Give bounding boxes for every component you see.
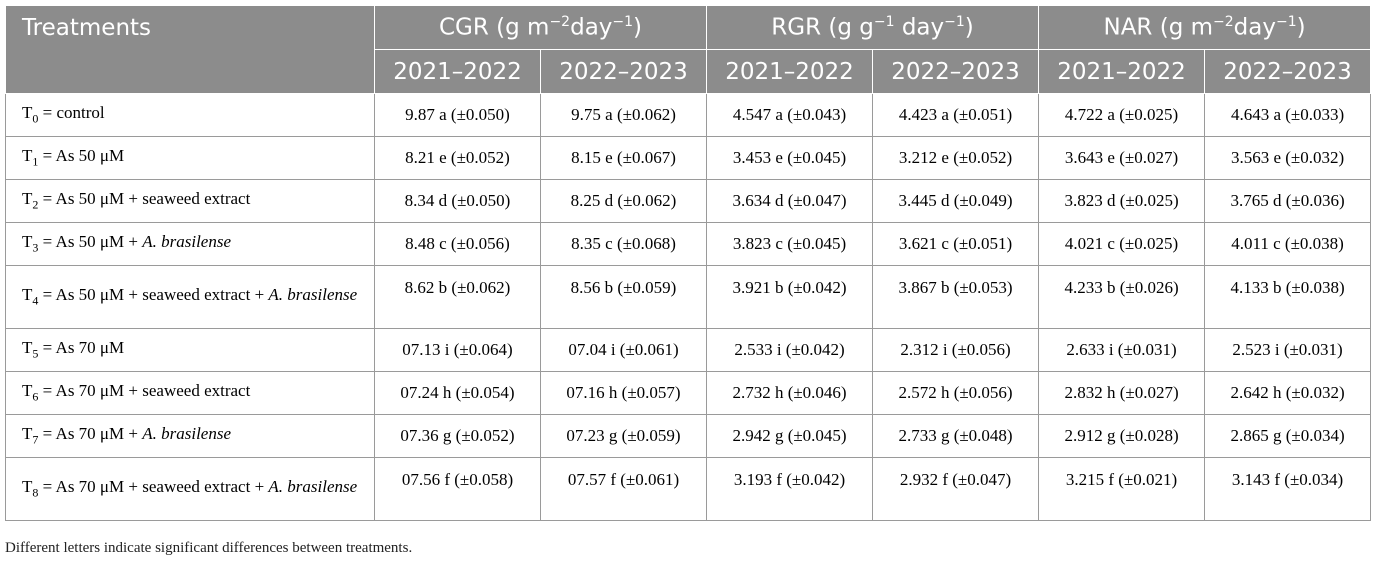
value-cell: 07.56 f (±0.058) — [374, 457, 541, 521]
value-cell: 2.533 i (±0.042) — [706, 328, 874, 372]
value-cell: 9.87 a (±0.050) — [374, 93, 541, 137]
value-cell: 07.24 h (±0.054) — [374, 371, 541, 415]
header-year: 2022–2023 — [1204, 49, 1372, 94]
value-cell: 2.832 h (±0.027) — [1038, 371, 1206, 415]
value-cell: 2.942 g (±0.045) — [706, 414, 874, 458]
value-cell: 4.547 a (±0.043) — [706, 93, 874, 137]
value-cell: 2.932 f (±0.047) — [872, 457, 1040, 521]
value-cell: 8.48 c (±0.056) — [374, 222, 541, 266]
value-cell: 07.57 f (±0.061) — [539, 457, 708, 521]
table-row: T8 = As 70 μM + seaweed extract + A. bra… — [5, 457, 1372, 521]
value-cell: 4.722 a (±0.025) — [1038, 93, 1206, 137]
value-cell: 3.634 d (±0.047) — [706, 179, 874, 223]
value-cell: 3.193 f (±0.042) — [706, 457, 874, 521]
value-cell: 8.34 d (±0.050) — [374, 179, 541, 223]
header-nar: NAR (g m−2day−1) — [1038, 5, 1372, 50]
header-cgr: CGR (g m−2day−1) — [373, 5, 708, 50]
value-cell: 07.13 i (±0.064) — [374, 328, 541, 372]
value-cell: 4.133 b (±0.038) — [1204, 265, 1372, 329]
table-header: Treatments CGR (g m−2day−1) RGR (g g−1 d… — [5, 5, 1372, 94]
value-cell: 4.643 a (±0.033) — [1204, 93, 1372, 137]
value-cell: 2.642 h (±0.032) — [1204, 371, 1372, 415]
value-cell: 4.423 a (±0.051) — [872, 93, 1040, 137]
treatment-cell: T5 = As 70 μM — [5, 328, 375, 372]
value-cell: 07.04 i (±0.061) — [539, 328, 708, 372]
value-cell: 8.35 c (±0.068) — [539, 222, 708, 266]
table-row: T0 = control 9.87 a (±0.050) 9.75 a (±0.06… — [5, 93, 1372, 137]
value-cell: 9.75 a (±0.062) — [539, 93, 708, 137]
table-row: T4 = As 50 μM + seaweed extract + A. bra… — [5, 265, 1372, 329]
value-cell: 3.143 f (±0.034) — [1204, 457, 1372, 521]
value-cell: 3.765 d (±0.036) — [1204, 179, 1372, 223]
value-cell: 07.36 g (±0.052) — [374, 414, 541, 458]
data-table: Treatments CGR (g m−2day−1) RGR (g g−1 d… — [5, 5, 1372, 521]
value-cell: 2.572 h (±0.056) — [872, 371, 1040, 415]
table-row: T5 = As 70 μM 07.13 i (±0.064) 07.04 i (±0… — [5, 328, 1372, 372]
treatment-cell: T1 = As 50 μM — [5, 136, 375, 180]
value-cell: 3.643 e (±0.027) — [1038, 136, 1206, 180]
value-cell: 4.021 c (±0.025) — [1038, 222, 1206, 266]
table-row: T1 = As 50 μM 8.21 e (±0.052) 8.15 e (±0.0… — [5, 136, 1372, 180]
value-cell: 8.62 b (±0.062) — [374, 265, 541, 329]
value-cell: 2.732 h (±0.046) — [706, 371, 874, 415]
header-year: 2021–2022 — [1038, 49, 1206, 94]
value-cell: 3.563 e (±0.032) — [1204, 136, 1372, 180]
header-year: 2021–2022 — [706, 49, 874, 94]
value-cell: 3.621 c (±0.051) — [872, 222, 1040, 266]
table-row: T6 = As 70 μM + seaweed extract 07.24 h (… — [5, 371, 1372, 415]
value-cell: 3.445 d (±0.049) — [872, 179, 1040, 223]
value-cell: 8.25 d (±0.062) — [539, 179, 708, 223]
value-cell: 3.453 e (±0.045) — [706, 136, 874, 180]
value-cell: 3.921 b (±0.042) — [706, 265, 874, 329]
treatment-cell: T6 = As 70 μM + seaweed extract — [5, 371, 375, 415]
treatment-cell: T7 = As 70 μM + A. brasilense — [5, 414, 375, 458]
value-cell: 2.865 g (±0.034) — [1204, 414, 1372, 458]
treatment-cell: T4 = As 50 μM + seaweed extract + A. bra… — [5, 265, 375, 329]
value-cell: 4.011 c (±0.038) — [1204, 222, 1372, 266]
treatment-cell: T8 = As 70 μM + seaweed extract + A. bra… — [5, 457, 375, 521]
table-body: T0 = control 9.87 a (±0.050) 9.75 a (±0.06… — [5, 93, 1372, 521]
value-cell: 3.215 f (±0.021) — [1038, 457, 1206, 521]
value-cell: 3.212 e (±0.052) — [872, 136, 1040, 180]
value-cell: 4.233 b (±0.026) — [1038, 265, 1206, 329]
value-cell: 2.733 g (±0.048) — [872, 414, 1040, 458]
header-year: 2022–2023 — [539, 49, 708, 94]
value-cell: 2.633 i (±0.031) — [1038, 328, 1206, 372]
value-cell: 3.823 d (±0.025) — [1038, 179, 1206, 223]
value-cell: 8.56 b (±0.059) — [539, 265, 708, 329]
treatment-cell: T0 = control — [5, 93, 375, 137]
value-cell: 07.16 h (±0.057) — [539, 371, 708, 415]
value-cell: 8.21 e (±0.052) — [374, 136, 541, 180]
header-year: 2021–2022 — [374, 49, 541, 94]
value-cell: 2.523 i (±0.031) — [1204, 328, 1372, 372]
value-cell: 2.312 i (±0.056) — [872, 328, 1040, 372]
value-cell: 07.23 g (±0.059) — [539, 414, 708, 458]
treatment-cell: T2 = As 50 μM + seaweed extract — [5, 179, 375, 223]
table-row: T3 = As 50 μM + A. brasilense 8.48 c (±0.… — [5, 222, 1372, 266]
value-cell: 2.912 g (±0.028) — [1038, 414, 1206, 458]
treatment-cell: T3 = As 50 μM + A. brasilense — [5, 222, 375, 266]
header-rgr: RGR (g g−1 day−1) — [706, 5, 1040, 50]
value-cell: 8.15 e (±0.067) — [539, 136, 708, 180]
value-cell: 3.823 c (±0.045) — [706, 222, 874, 266]
table-footnote: Different letters indicate significant d… — [5, 540, 413, 556]
header-year: 2022–2023 — [872, 49, 1040, 94]
table-row: T2 = As 50 μM + seaweed extract 8.34 d (±… — [5, 179, 1372, 223]
table-row: T7 = As 70 μM + A. brasilense 07.36 g (±0… — [5, 414, 1372, 458]
header-treatments: Treatments — [5, 5, 375, 94]
value-cell: 3.867 b (±0.053) — [872, 265, 1040, 329]
